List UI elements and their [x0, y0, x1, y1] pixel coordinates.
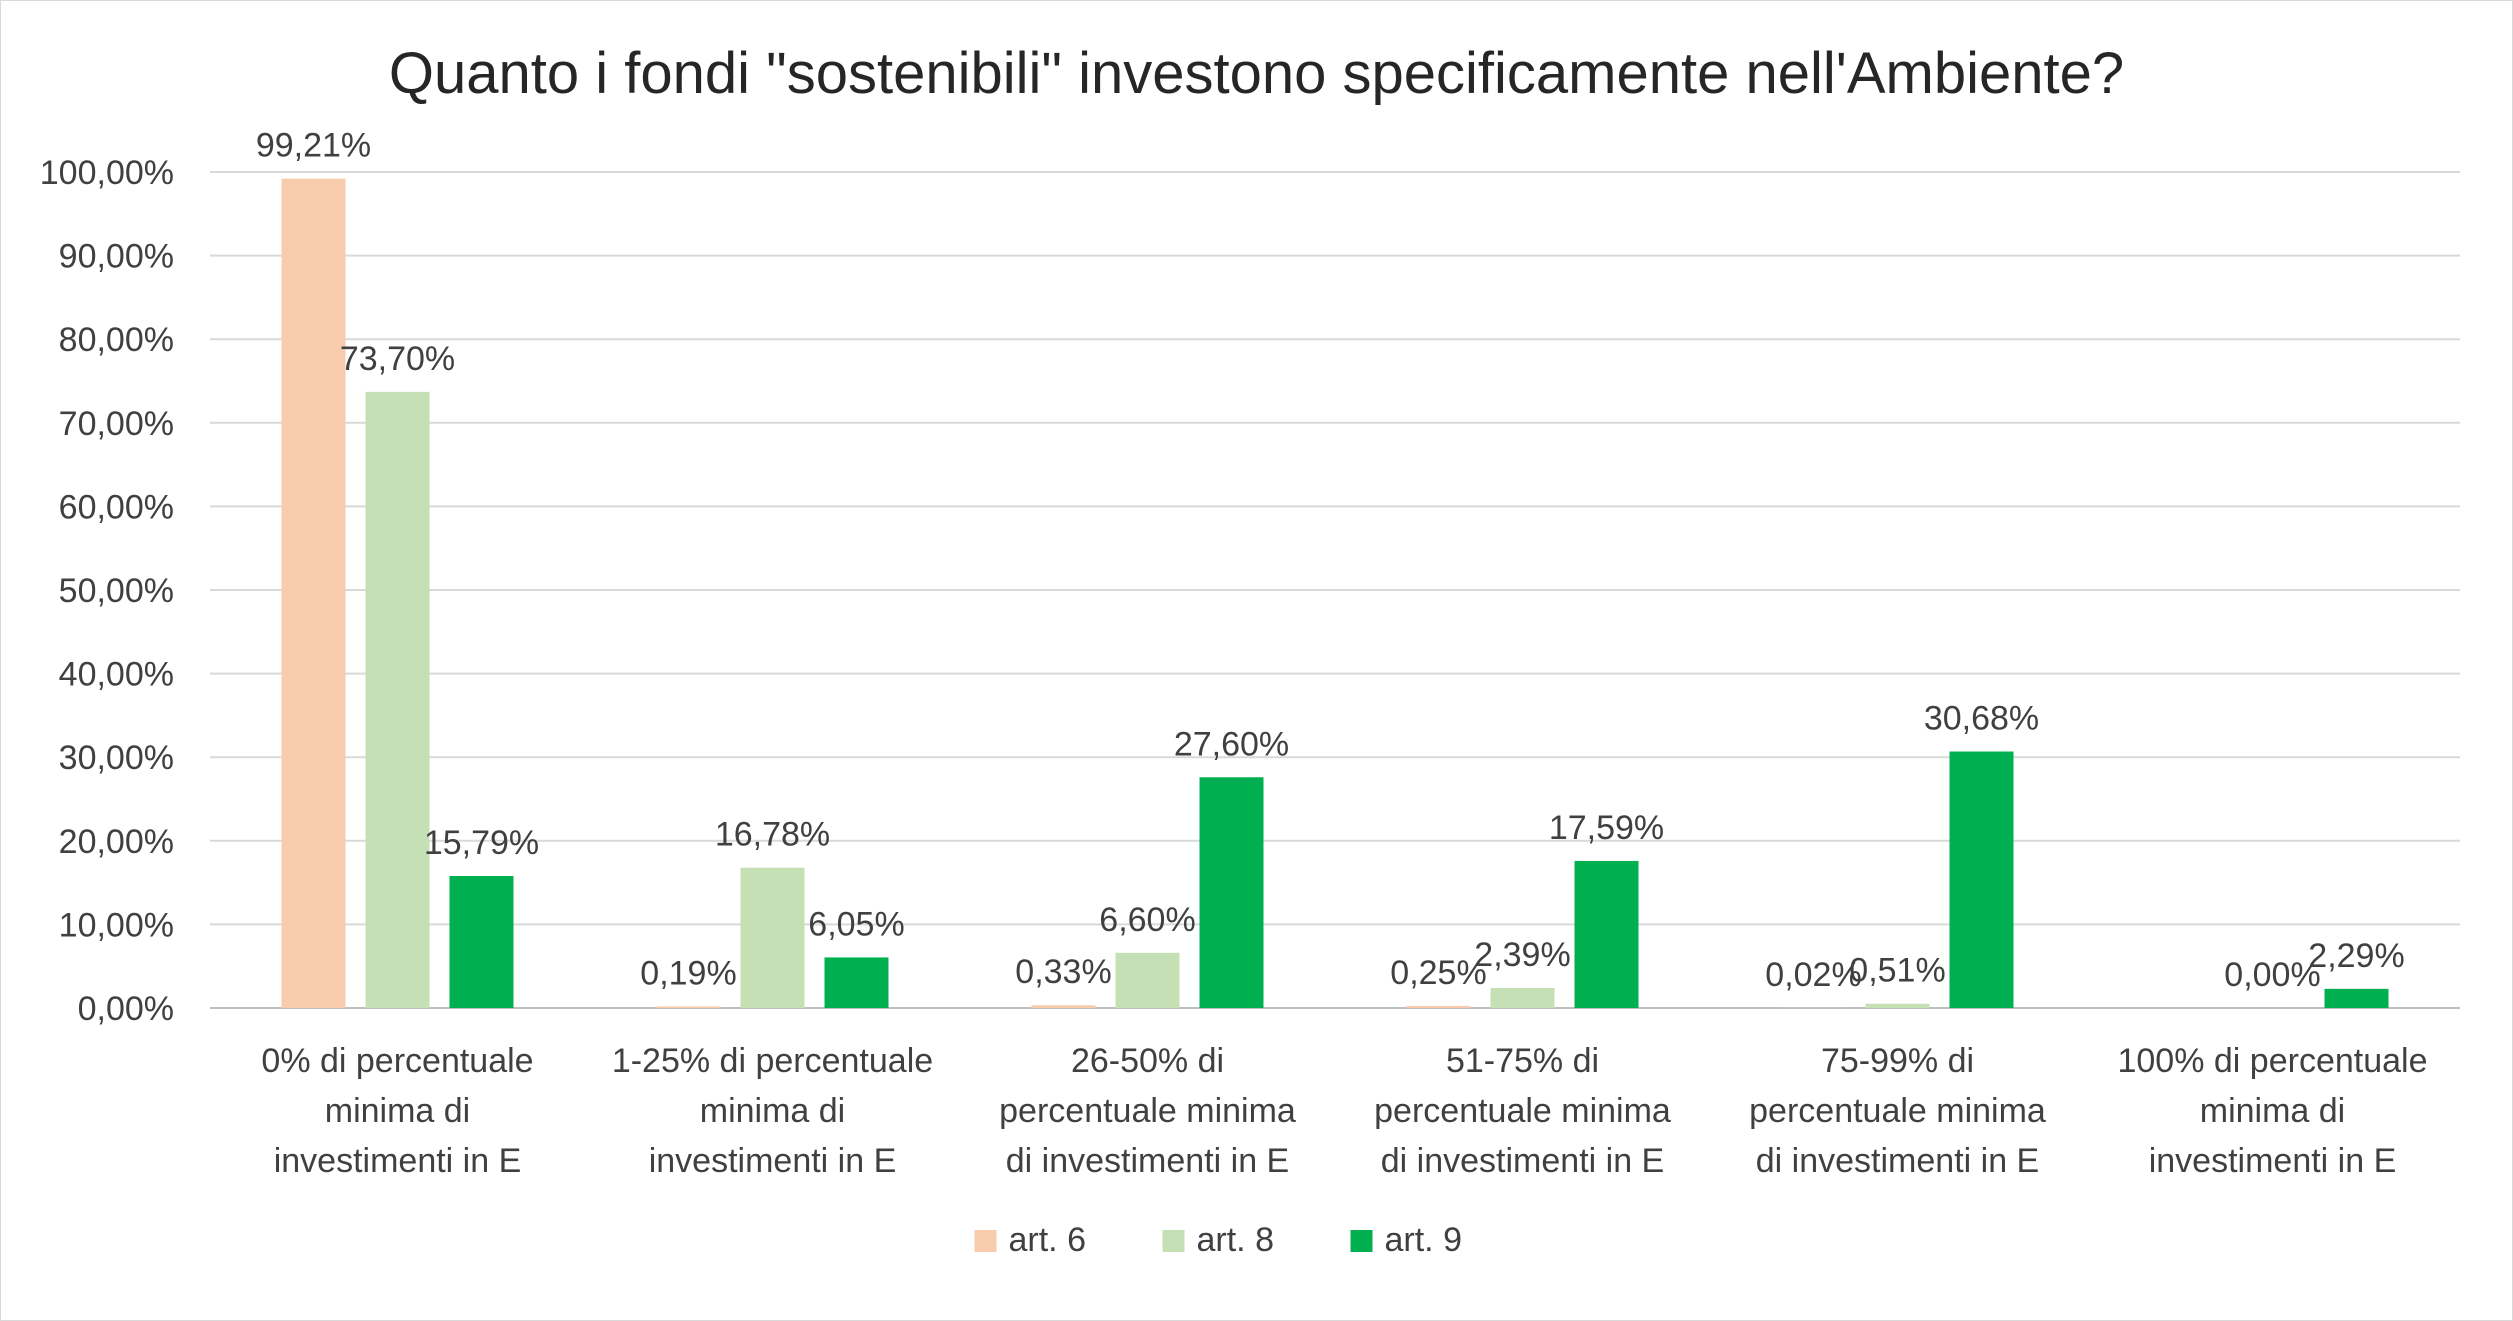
x-tick-label: percentuale minima	[999, 1092, 1296, 1130]
bar-art-9	[1199, 777, 1264, 1008]
data-label: 17,59%	[1549, 809, 1664, 847]
x-tick-label: investimenti in E	[274, 1142, 522, 1180]
x-tick-label: 26-50% di	[1071, 1042, 1224, 1080]
x-tick-label: 75-99% di	[1821, 1042, 1974, 1080]
y-tick-label: 100,00%	[40, 154, 174, 192]
y-tick-label: 70,00%	[59, 405, 174, 443]
data-label: 30,68%	[1924, 700, 2039, 738]
legend-label: art. 6	[1009, 1221, 1086, 1259]
data-label: 6,60%	[1099, 901, 1195, 939]
x-tick-label: minima di	[325, 1092, 470, 1130]
y-tick-label: 20,00%	[59, 823, 174, 861]
y-tick-label: 40,00%	[59, 656, 174, 694]
bar-art-6	[1031, 1005, 1096, 1008]
x-tick-label: di investimenti in E	[1756, 1142, 2039, 1180]
data-label: 2,39%	[1474, 936, 1570, 974]
bar-art-9	[1574, 860, 1639, 1008]
bar-art-9	[449, 875, 514, 1008]
data-label: 73,70%	[340, 340, 455, 378]
data-label: 0,19%	[640, 954, 736, 992]
y-tick-label: 60,00%	[59, 488, 174, 526]
x-tick-label: minima di	[700, 1092, 845, 1130]
data-label: 0,02%	[1765, 956, 1861, 994]
x-tick-label: 100% di percentuale	[2117, 1042, 2427, 1080]
x-tick-label: di investimenti in E	[1006, 1142, 1289, 1180]
legend-label: art. 9	[1385, 1221, 1462, 1259]
x-tick-label: 1-25% di percentuale	[612, 1042, 933, 1080]
bar-art-9	[2324, 988, 2389, 1008]
x-tick-label: percentuale minima	[1749, 1092, 2046, 1130]
x-tick-label: percentuale minima	[1374, 1092, 1671, 1130]
data-label: 0,51%	[1849, 952, 1945, 990]
chart-title: Quanto i fondi "sostenibili" investono s…	[388, 41, 2125, 106]
data-label: 0,33%	[1015, 953, 1111, 991]
bar-art-9	[1949, 751, 2014, 1008]
data-label: 6,05%	[808, 905, 904, 943]
bar-art-8	[365, 391, 430, 1008]
bar-art-6	[281, 178, 346, 1009]
x-tick-label: investimenti in E	[2149, 1142, 2397, 1180]
x-tick-label: investimenti in E	[649, 1142, 897, 1180]
x-tick-label: 0% di percentuale	[261, 1042, 533, 1080]
y-tick-label: 80,00%	[59, 321, 174, 359]
bar-art-6	[1406, 1005, 1471, 1008]
bar-art-8	[1115, 952, 1180, 1008]
data-label: 0,00%	[2224, 956, 2320, 994]
y-tick-label: 30,00%	[59, 739, 174, 777]
x-tick-label: minima di	[2200, 1092, 2345, 1130]
y-tick-label: 10,00%	[59, 906, 174, 944]
x-tick-label: di investimenti in E	[1381, 1142, 1664, 1180]
bar-art-8	[1490, 988, 1555, 1008]
x-tick-label: 51-75% di	[1446, 1042, 1599, 1080]
legend-swatch	[974, 1230, 997, 1252]
bar-art-8	[740, 867, 805, 1008]
data-label: 16,78%	[715, 816, 830, 854]
legend-label: art. 8	[1197, 1221, 1274, 1259]
bar-art-9	[824, 957, 889, 1008]
data-label: 0,25%	[1390, 954, 1486, 992]
y-tick-label: 90,00%	[59, 238, 174, 276]
bar-art-8	[1865, 1003, 1930, 1008]
data-label: 99,21%	[256, 127, 371, 165]
data-label: 15,79%	[424, 824, 539, 862]
bar-art-6	[656, 1006, 721, 1008]
legend-swatch	[1350, 1230, 1373, 1252]
y-tick-label: 0,00%	[78, 990, 174, 1028]
legend-swatch	[1162, 1230, 1185, 1252]
y-tick-label: 50,00%	[59, 572, 174, 610]
data-label: 2,29%	[2308, 937, 2404, 975]
data-label: 27,60%	[1174, 725, 1289, 763]
